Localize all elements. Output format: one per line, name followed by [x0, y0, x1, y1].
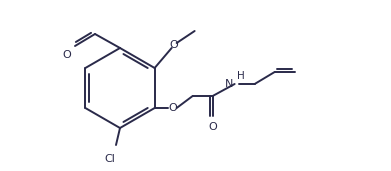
- Text: O: O: [168, 103, 177, 113]
- Text: N: N: [225, 79, 234, 89]
- Text: O: O: [169, 40, 178, 50]
- Text: H: H: [237, 71, 244, 81]
- Text: O: O: [62, 50, 71, 60]
- Text: Cl: Cl: [104, 154, 115, 164]
- Text: O: O: [208, 122, 217, 132]
